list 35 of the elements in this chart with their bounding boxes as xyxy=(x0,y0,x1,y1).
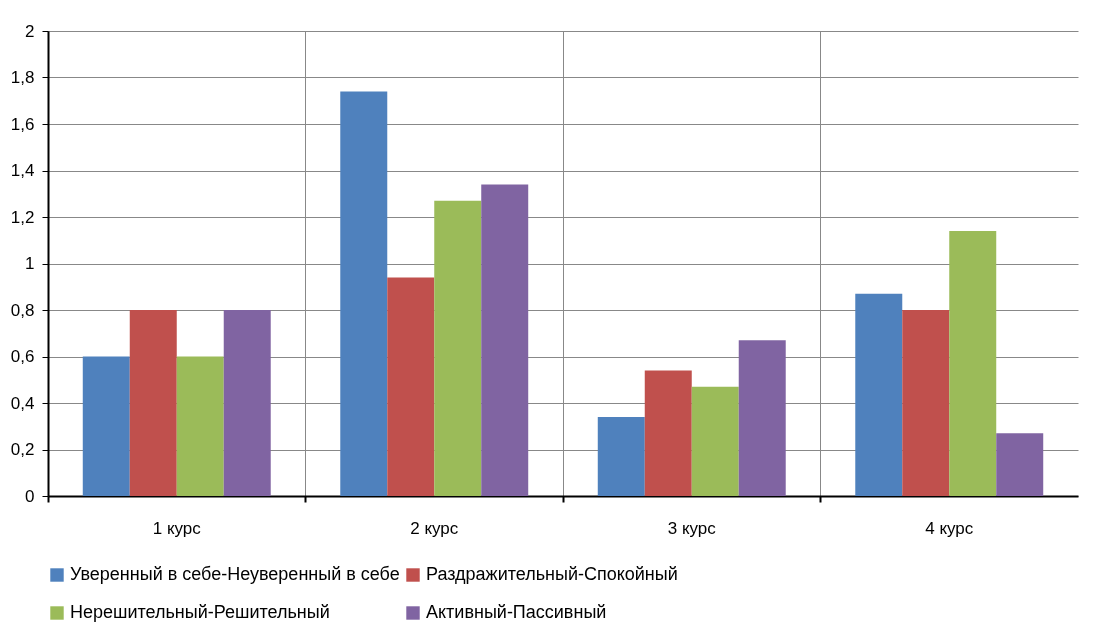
y-tick-label: 1,2 xyxy=(10,207,35,227)
bar xyxy=(82,356,130,496)
bar xyxy=(949,230,997,496)
y-tick-label: 1,8 xyxy=(10,68,35,87)
y-tick-label: 0,6 xyxy=(10,347,35,366)
x-tick-label: 1 курс xyxy=(152,518,202,538)
y-tick-label: 1 xyxy=(25,254,35,273)
legend-label: Уверенный в себе-Неуверенный в себе xyxy=(70,564,400,584)
bar xyxy=(855,293,903,496)
bar xyxy=(387,277,435,496)
legend-label: Раздражительный-Спокойный xyxy=(426,564,678,584)
y-tick-label: 0,8 xyxy=(10,300,35,320)
bar xyxy=(691,386,739,496)
x-tick-label: 3 курс xyxy=(667,518,717,538)
y-tick-label: 1,6 xyxy=(10,114,35,134)
x-tick-label: 4 курс xyxy=(925,518,974,538)
legend-label: Нерешительный-Решительный xyxy=(70,602,330,622)
x-tick-label: 2 курс xyxy=(410,518,459,538)
bar xyxy=(597,416,645,496)
legend-label: Активный-Пассивный xyxy=(426,602,607,622)
bar xyxy=(340,91,388,496)
bar xyxy=(996,433,1044,496)
bar xyxy=(481,184,529,496)
y-tick-label: 0 xyxy=(25,486,35,506)
y-tick-label: 0,4 xyxy=(10,393,35,413)
bar xyxy=(738,340,786,496)
bar xyxy=(129,310,177,496)
bar xyxy=(902,310,950,496)
bar xyxy=(223,310,271,496)
y-tick-label: 0,2 xyxy=(10,440,35,459)
bar xyxy=(176,356,224,496)
bar xyxy=(434,200,482,496)
bar xyxy=(644,370,692,496)
y-tick-label: 2 xyxy=(25,21,35,41)
y-tick-label: 1,4 xyxy=(10,161,35,180)
